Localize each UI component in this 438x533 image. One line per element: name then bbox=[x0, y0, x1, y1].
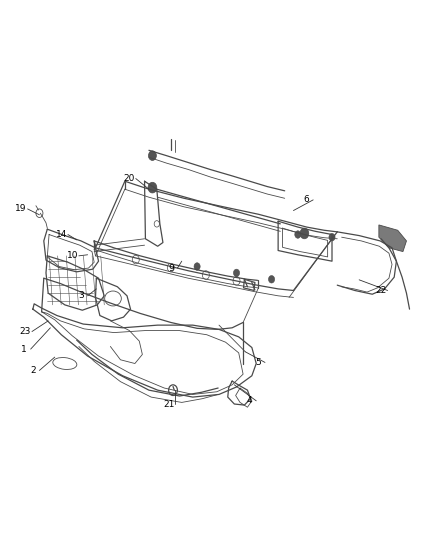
Circle shape bbox=[148, 182, 157, 193]
Circle shape bbox=[300, 228, 309, 239]
Text: 10: 10 bbox=[67, 252, 78, 260]
Circle shape bbox=[329, 233, 335, 241]
Circle shape bbox=[295, 231, 301, 238]
Text: 19: 19 bbox=[15, 205, 27, 213]
Text: 21: 21 bbox=[163, 400, 174, 408]
Text: 20: 20 bbox=[124, 174, 135, 183]
Text: 22: 22 bbox=[375, 286, 387, 295]
Circle shape bbox=[233, 269, 240, 277]
Text: 23: 23 bbox=[20, 327, 31, 336]
Polygon shape bbox=[379, 225, 406, 252]
Text: 14: 14 bbox=[56, 230, 67, 239]
Circle shape bbox=[194, 263, 200, 270]
Circle shape bbox=[148, 151, 156, 160]
Text: 1: 1 bbox=[21, 345, 27, 353]
Text: 2: 2 bbox=[30, 366, 35, 375]
Text: 5: 5 bbox=[255, 358, 261, 367]
Text: 9: 9 bbox=[168, 264, 174, 272]
Text: 3: 3 bbox=[78, 292, 84, 300]
Text: 6: 6 bbox=[304, 196, 310, 204]
Circle shape bbox=[268, 276, 275, 283]
Text: 4: 4 bbox=[247, 397, 252, 405]
